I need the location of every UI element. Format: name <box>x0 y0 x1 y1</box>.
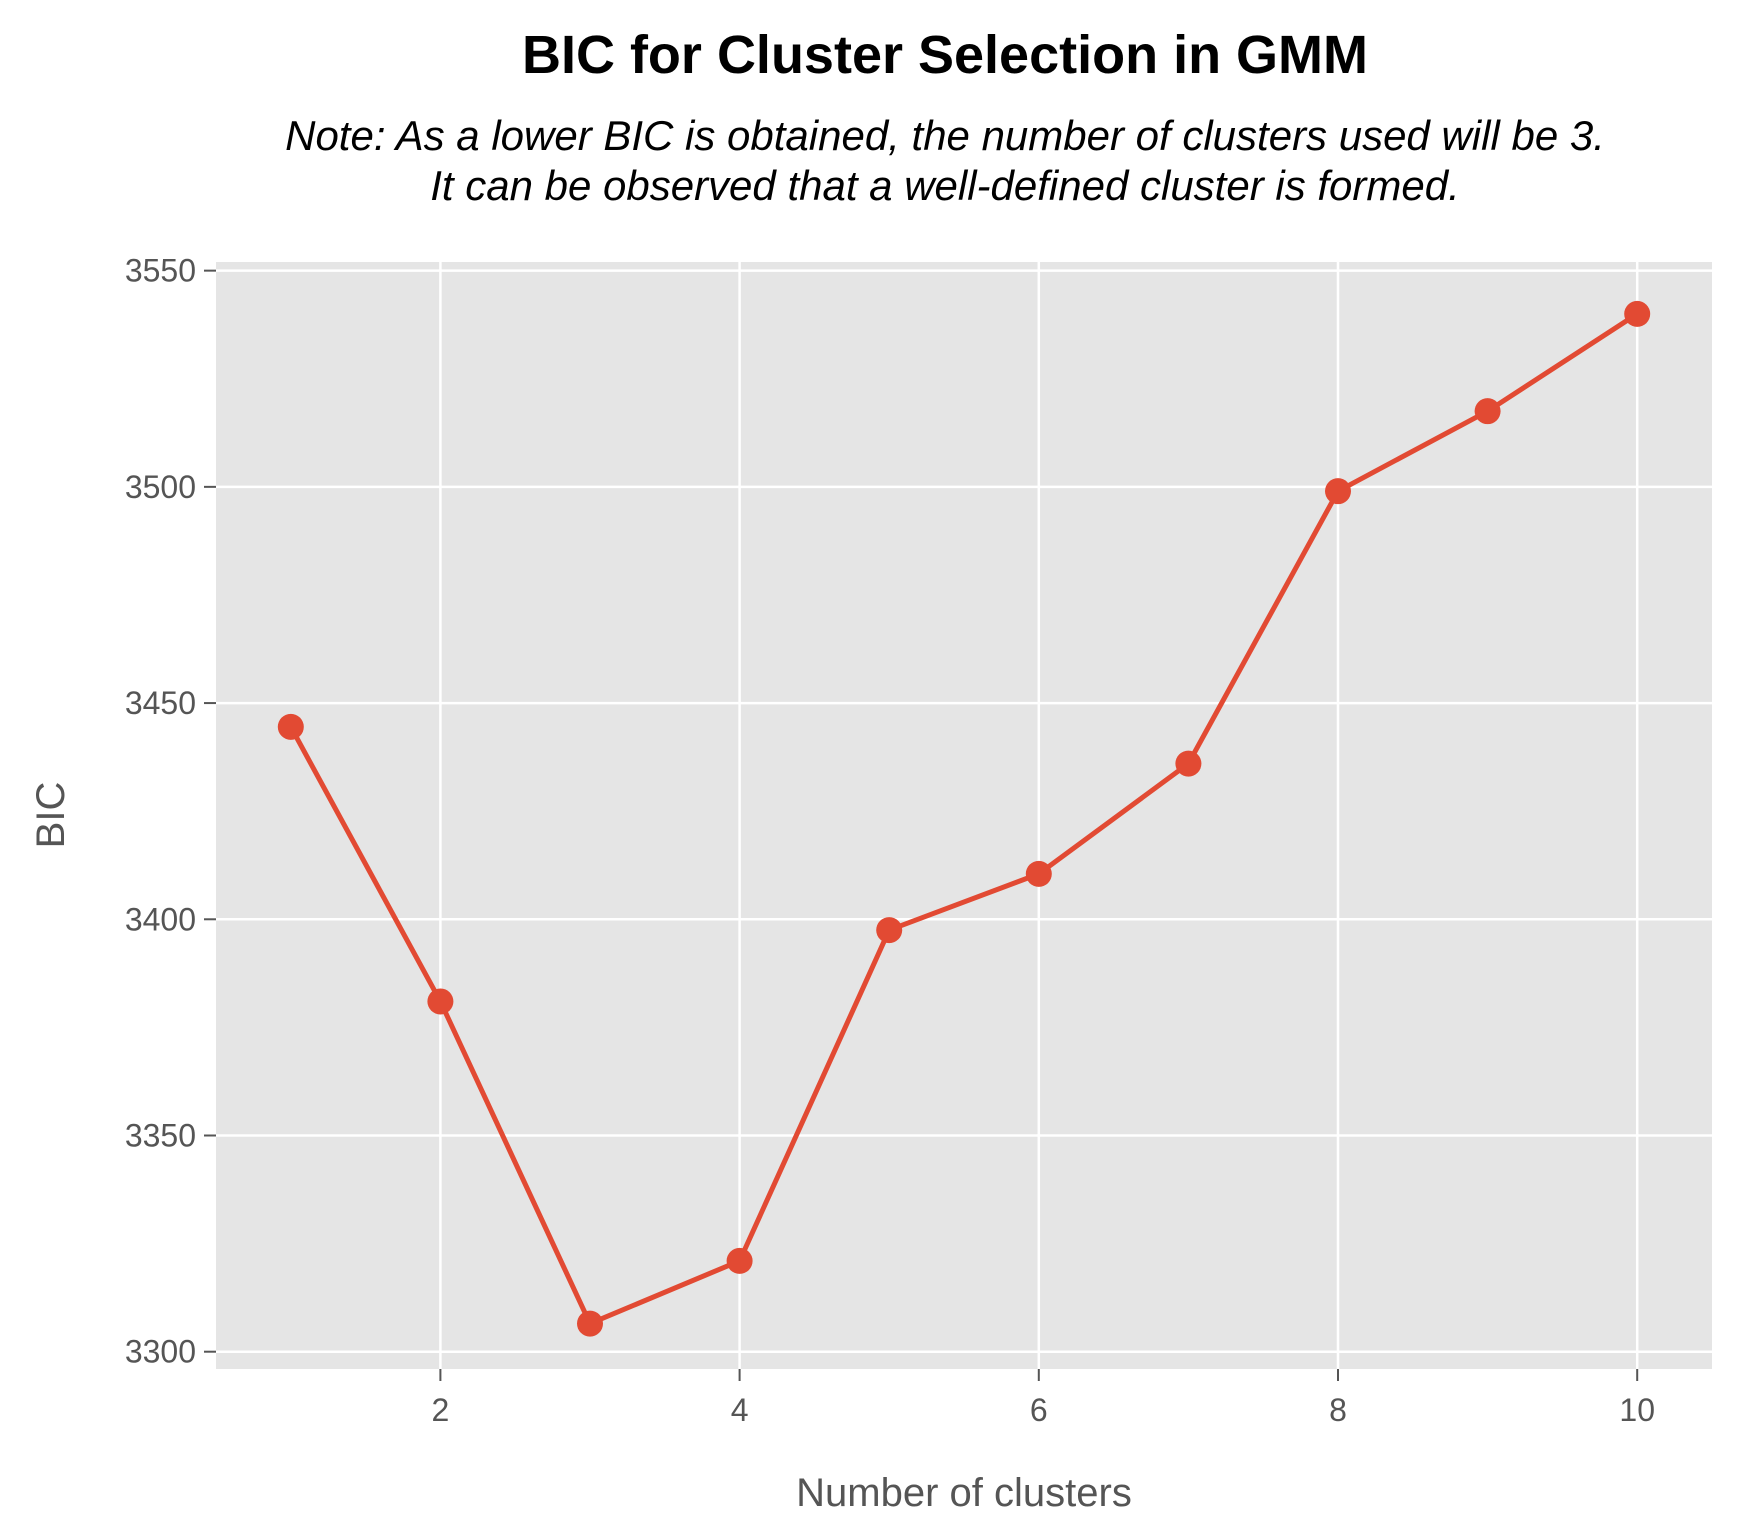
data-point <box>427 988 454 1015</box>
data-point <box>277 713 304 740</box>
data-point <box>726 1247 753 1274</box>
x-tick-label: 8 <box>1329 1392 1347 1428</box>
x-axis-ticks: 2 4 6 8 10 <box>432 1369 1655 1428</box>
data-point <box>1474 398 1501 425</box>
y-tick-label: 3550 <box>125 253 196 289</box>
x-tick-label: 10 <box>1619 1392 1655 1428</box>
x-tick-label: 2 <box>432 1392 450 1428</box>
y-tick-label: 3400 <box>125 901 196 937</box>
x-tick-label: 6 <box>1030 1392 1048 1428</box>
chart-title: BIC for Cluster Selection in GMM <box>522 25 1368 85</box>
chart-subtitle-line-2: It can be observed that a well-defined c… <box>430 162 1460 209</box>
data-point <box>1624 300 1651 327</box>
data-point <box>577 1310 603 1337</box>
y-axis-ticks: 3300 3350 3400 3450 3500 3550 <box>125 253 216 1370</box>
data-point <box>1325 478 1351 505</box>
x-axis-label: Number of clusters <box>796 1471 1132 1515</box>
data-point <box>1025 860 1052 887</box>
y-tick-label: 3300 <box>125 1334 196 1370</box>
series-line <box>288 311 1639 1327</box>
chart-subtitle-line-1: Note: As a lower BIC is obtained, the nu… <box>285 112 1605 159</box>
y-axis-label: BIC <box>29 782 73 849</box>
bic-series <box>277 300 1651 1337</box>
data-point <box>876 917 903 944</box>
grid-lines <box>216 262 1712 1369</box>
y-tick-label: 3500 <box>125 469 196 505</box>
data-point <box>1175 750 1202 777</box>
plot-area <box>216 262 1712 1369</box>
y-tick-label: 3450 <box>125 685 196 721</box>
x-tick-label: 4 <box>731 1392 749 1428</box>
y-tick-label: 3350 <box>125 1117 196 1153</box>
